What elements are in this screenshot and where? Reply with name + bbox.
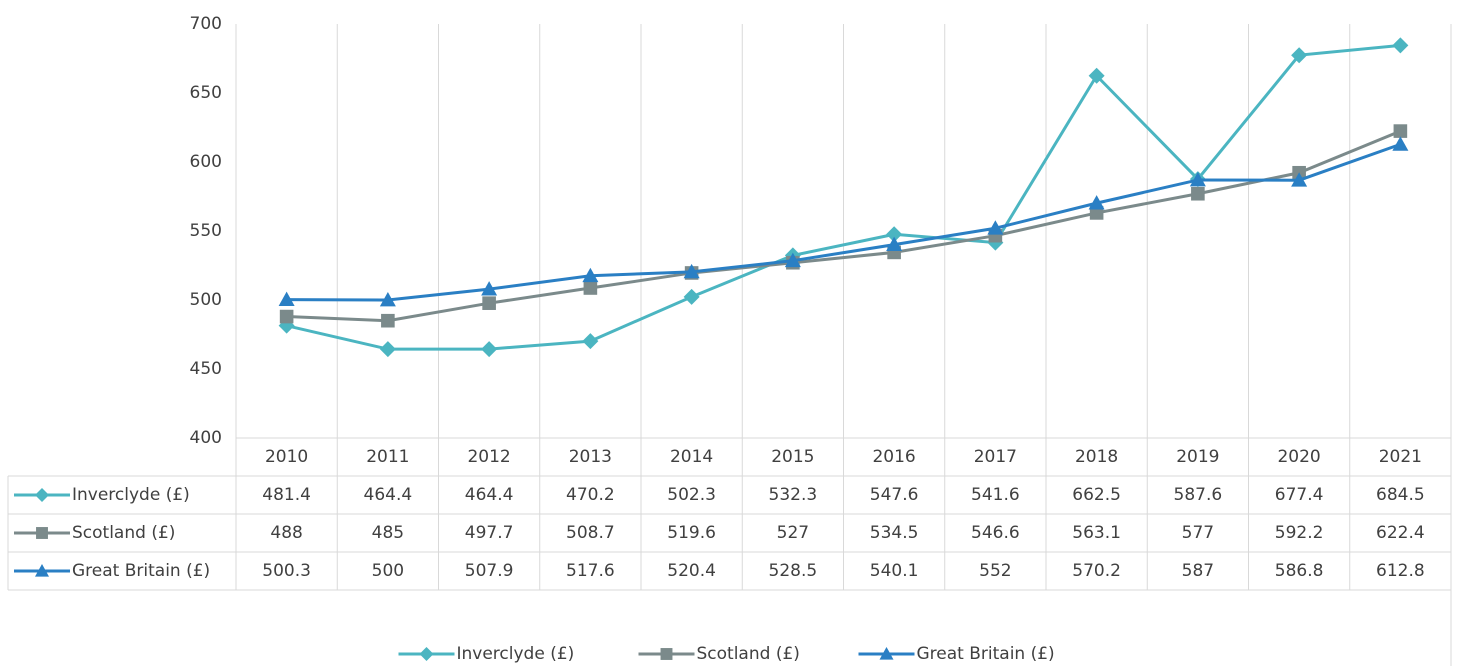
table-cell: 622.4 bbox=[1376, 523, 1425, 543]
table-cell: 508.7 bbox=[566, 523, 615, 543]
table-cell: 500.3 bbox=[262, 561, 311, 581]
series-line bbox=[286, 129, 1401, 323]
table-cell: 534.5 bbox=[870, 523, 919, 543]
x-tick-label: 2011 bbox=[366, 447, 409, 467]
y-tick-label: 400 bbox=[190, 428, 222, 448]
y-tick-label: 700 bbox=[190, 14, 222, 34]
x-tick-label: 2021 bbox=[1379, 447, 1422, 467]
table-cell: 507.9 bbox=[465, 561, 514, 581]
marker bbox=[784, 252, 801, 268]
table-cell: 547.6 bbox=[870, 485, 919, 505]
marker bbox=[1088, 195, 1105, 210]
table-cell: 528.5 bbox=[769, 561, 818, 581]
table-cell: 552 bbox=[979, 561, 1011, 581]
table-cell: 540.1 bbox=[870, 561, 919, 581]
table-cell: 577 bbox=[1182, 523, 1214, 543]
marker bbox=[481, 281, 498, 296]
marker bbox=[1393, 124, 1408, 138]
series-line bbox=[286, 43, 1401, 351]
x-tick-label: 2020 bbox=[1277, 447, 1320, 467]
table-row-label: Inverclyde (£) bbox=[72, 485, 190, 505]
x-tick-label: 2018 bbox=[1075, 447, 1118, 467]
marker bbox=[35, 488, 49, 502]
table-cell: 587.6 bbox=[1174, 485, 1223, 505]
table-cell: 497.7 bbox=[465, 523, 514, 543]
y-tick-label: 650 bbox=[190, 83, 222, 103]
marker bbox=[582, 267, 599, 283]
table-cell: 502.3 bbox=[667, 485, 716, 505]
y-tick-label: 500 bbox=[190, 290, 222, 310]
marker bbox=[278, 291, 295, 306]
y-tick-label: 600 bbox=[190, 152, 222, 172]
table-cell: 541.6 bbox=[971, 485, 1020, 505]
table-cell: 519.6 bbox=[667, 523, 716, 543]
table-cell: 470.2 bbox=[566, 485, 615, 505]
x-tick-label: 2017 bbox=[974, 447, 1017, 467]
table-cell: 592.2 bbox=[1275, 523, 1324, 543]
marker bbox=[1392, 37, 1409, 54]
marker bbox=[886, 226, 903, 243]
marker bbox=[419, 647, 434, 661]
table-cell: 464.4 bbox=[465, 485, 514, 505]
table-cell: 481.4 bbox=[262, 485, 311, 505]
marker bbox=[482, 296, 496, 310]
table-row-label: Great Britain (£) bbox=[72, 561, 210, 581]
marker bbox=[1291, 172, 1308, 187]
x-tick-label: 2013 bbox=[569, 447, 612, 467]
x-tick-label: 2012 bbox=[467, 447, 510, 467]
marker bbox=[36, 527, 48, 539]
table-cell: 684.5 bbox=[1376, 485, 1425, 505]
x-tick-label: 2019 bbox=[1176, 447, 1219, 467]
table-cell: 677.4 bbox=[1275, 485, 1324, 505]
table-row-label: Scotland (£) bbox=[72, 523, 175, 543]
table-cell: 612.8 bbox=[1376, 561, 1425, 581]
x-tick-label: 2015 bbox=[771, 447, 814, 467]
legend-label: Great Britain (£) bbox=[917, 644, 1055, 664]
table-cell: 527 bbox=[777, 523, 809, 543]
table-cell: 500 bbox=[372, 561, 404, 581]
marker bbox=[582, 333, 599, 350]
legend-label: Scotland (£) bbox=[697, 644, 800, 664]
table-cell: 485 bbox=[372, 523, 404, 543]
marker bbox=[1189, 171, 1206, 187]
marker bbox=[379, 292, 396, 307]
table-cell: 532.3 bbox=[769, 485, 818, 505]
y-tick-label: 450 bbox=[190, 359, 222, 379]
table-cell: 464.4 bbox=[364, 485, 413, 505]
table-cell: 662.5 bbox=[1072, 485, 1121, 505]
table-cell: 563.1 bbox=[1072, 523, 1121, 543]
marker bbox=[279, 309, 294, 324]
marker bbox=[987, 220, 1004, 235]
table-cell: 520.4 bbox=[667, 561, 716, 581]
table-cell: 587 bbox=[1182, 561, 1214, 581]
marker bbox=[1088, 67, 1105, 84]
marker bbox=[886, 236, 903, 252]
y-tick-label: 550 bbox=[190, 221, 222, 241]
table-cell: 570.2 bbox=[1072, 561, 1121, 581]
marker bbox=[381, 313, 395, 328]
x-tick-label: 2010 bbox=[265, 447, 308, 467]
marker bbox=[1291, 47, 1308, 64]
x-tick-label: 2014 bbox=[670, 447, 713, 467]
marker bbox=[481, 341, 498, 358]
series-line bbox=[286, 142, 1401, 302]
table-cell: 517.6 bbox=[566, 561, 615, 581]
marker bbox=[660, 648, 673, 660]
marker bbox=[879, 647, 894, 660]
x-tick-label: 2016 bbox=[872, 447, 915, 467]
marker bbox=[35, 564, 49, 577]
marker bbox=[683, 263, 700, 279]
table-cell: 546.6 bbox=[971, 523, 1020, 543]
marker bbox=[583, 281, 598, 295]
legend-label: Inverclyde (£) bbox=[457, 644, 575, 664]
marker bbox=[379, 341, 396, 358]
marker bbox=[1191, 186, 1205, 201]
marker bbox=[1392, 136, 1409, 151]
table-cell: 488 bbox=[270, 523, 302, 543]
table-cell: 586.8 bbox=[1275, 561, 1324, 581]
marker bbox=[683, 288, 700, 305]
